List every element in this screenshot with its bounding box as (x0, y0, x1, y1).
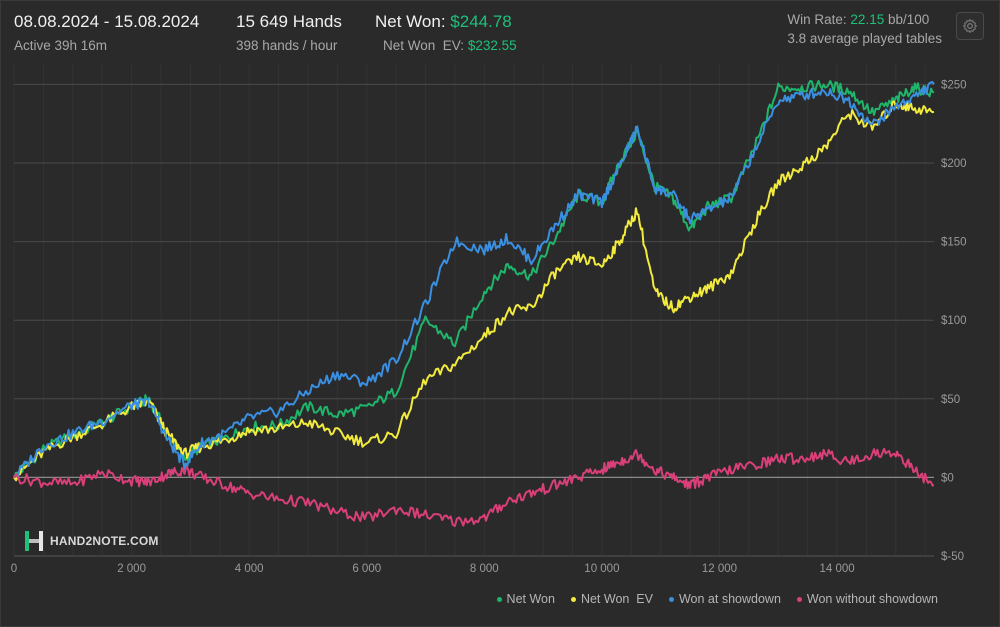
net-won-label: Net Won: (375, 12, 446, 31)
x-tick-label: 8 000 (470, 563, 499, 575)
logo-text: HAND2NOTE.COM (50, 534, 159, 548)
y-tick-label: $-50 (941, 551, 964, 563)
y-tick-label: $200 (941, 158, 967, 170)
x-tick-label: 4 000 (235, 563, 264, 575)
net-won-ev-label: Net Won EV: (383, 38, 465, 53)
net-won-block: Net Won: $244.78 Net Won EV: $232.55 (375, 12, 517, 53)
win-rate-unit: bb/100 (887, 12, 930, 27)
gear-icon (962, 18, 978, 34)
hand2note-logo-icon (25, 531, 43, 551)
legend-item-net-won-ev[interactable]: Net Won EV (570, 592, 653, 606)
win-rate-value: 22.15 (850, 12, 885, 27)
y-tick-label: $0 (941, 472, 954, 484)
settings-button[interactable] (956, 12, 984, 40)
series-line-won-without-showdown (13, 447, 935, 527)
x-tick-label: 10 000 (584, 563, 619, 575)
legend-item-won-without-showdown[interactable]: Won without showdown (796, 592, 938, 606)
legend-label: Won without showdown (806, 592, 938, 606)
x-tick-label: 12 000 (702, 563, 737, 575)
y-tick-label: $250 (941, 79, 967, 91)
logo: HAND2NOTE.COM (24, 530, 159, 552)
y-tick-label: $150 (941, 237, 967, 249)
legend-label: Won at showdown (678, 592, 781, 606)
x-tick-label: 6 000 (352, 563, 381, 575)
net-won-value: $244.78 (450, 12, 512, 31)
series-line-net-won-ev (13, 100, 935, 482)
x-tick-label: 2 000 (117, 563, 146, 575)
date-range: 08.08.2024 - 15.08.2024 (14, 12, 200, 31)
series-line-net-won (13, 79, 935, 478)
legend-dot (570, 596, 576, 602)
series-line-won-at-showdown (13, 81, 935, 479)
legend-label: Net Won (506, 592, 555, 606)
hands-per-hour: 398 hands / hour (236, 38, 338, 53)
series-lines (13, 79, 935, 527)
net-won-ev-value: $232.55 (467, 38, 517, 53)
y-axis-ticks: $-50 $0 $50 $100 $150 $200 $250 (941, 79, 967, 563)
avg-tables: 3.8 average played tables (787, 31, 942, 46)
x-axis-ticks: 0 2 000 4 000 6 000 8 000 10 000 12 000 14 000 (11, 563, 855, 575)
legend-item-net-won[interactable]: Net Won (496, 592, 555, 606)
hands-count: 15 649 Hands (236, 12, 342, 31)
legend-dot (796, 596, 802, 602)
x-tick-label: 0 (11, 563, 17, 575)
legend: Net Won Net Won EV Won at showdown Won w… (496, 592, 938, 606)
y-tick-label: $100 (941, 315, 967, 327)
legend-dot (496, 596, 502, 602)
y-tick-label: $50 (941, 394, 960, 406)
legend-item-won-at-showdown[interactable]: Won at showdown (668, 592, 781, 606)
legend-label: Net Won EV (580, 592, 653, 606)
x-tick-label: 14 000 (819, 563, 854, 575)
date-range-block: 08.08.2024 - 15.08.2024 Active 39h 16m (14, 12, 199, 53)
active-time: Active 39h 16m (14, 38, 108, 53)
grid (13, 64, 934, 557)
legend-dot (668, 596, 674, 602)
win-rate-label: Win Rate: (787, 12, 847, 27)
hands-block: 15 649 Hands 398 hands / hour (236, 12, 342, 53)
win-rate-block: Win Rate: 22.15 bb/100 3.8 average playe… (787, 12, 942, 46)
